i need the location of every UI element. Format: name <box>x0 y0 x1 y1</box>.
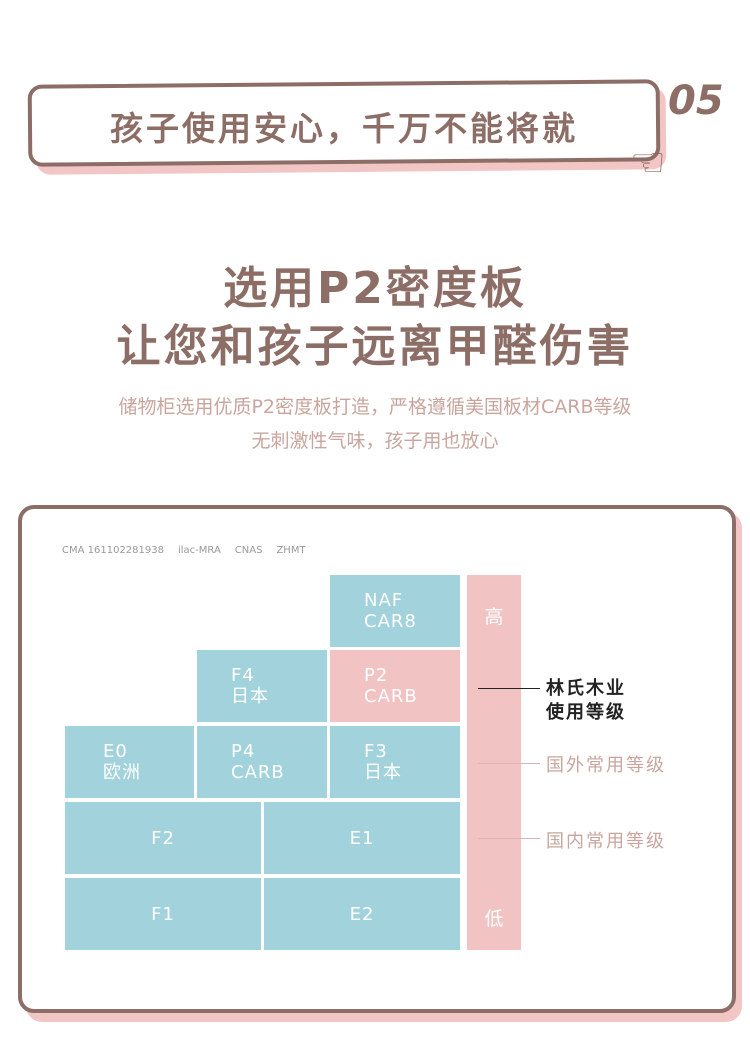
grade-e0-origin: 欧洲 <box>103 762 141 783</box>
grade-p4-code: P4 <box>231 741 256 762</box>
description-line2: 无刺激性气味，孩子用也放心 <box>251 430 499 452</box>
hand-pointing-icon: ☜ <box>630 140 666 186</box>
scale-bar <box>467 575 521 950</box>
grade-p4: P4 CARB <box>197 726 327 798</box>
domestic-pointer-line <box>478 838 540 839</box>
grade-f4: F4 日本 <box>197 650 327 722</box>
grade-p2: P2 CARB <box>330 650 460 722</box>
grade-f2: F2 <box>65 802 261 874</box>
grade-e0: E0 欧洲 <box>65 726 194 798</box>
legend-brand-line1: 林氏木业 <box>546 678 626 699</box>
grade-f4-code: F4 <box>231 665 255 686</box>
grade-e0-code: E0 <box>103 741 128 762</box>
grade-p4-origin: CARB <box>231 762 285 783</box>
legend-brand-line2: 使用等级 <box>546 702 626 723</box>
grade-naf-origin: CAR8 <box>364 611 417 632</box>
grade-f3-origin: 日本 <box>364 762 402 783</box>
ilac-logo: ilac-MRA <box>177 545 221 556</box>
section-number: 05 <box>668 78 724 124</box>
legend-domestic: 国内常用等级 <box>546 831 666 852</box>
cma-logo: CMA 161102281938 <box>62 545 164 556</box>
grade-naf-code: NAF <box>364 590 404 611</box>
cnas-logo: CNAS <box>234 545 263 556</box>
zhmt-logo: ZHMT <box>276 545 306 556</box>
grade-f3: F3 日本 <box>330 726 460 798</box>
legend-foreign: 国外常用等级 <box>546 755 666 776</box>
cert-logo-row: CMA 161102281938 ilac-MRA CNAS ZHMT <box>62 545 306 556</box>
description-line1: 储物柜选用优质P2密度板打造，严格遵循美国板材CARB等级 <box>118 396 632 418</box>
banner-title: 孩子使用安心，千万不能将就 <box>110 109 578 148</box>
grade-f1: F1 <box>65 878 261 950</box>
foreign-pointer-line <box>478 763 540 764</box>
scale-high: 高 <box>484 606 504 628</box>
grade-f3-code: F3 <box>364 741 388 762</box>
grade-p2-code: P2 <box>364 665 389 686</box>
grade-e1: E1 <box>264 802 460 874</box>
scale-low: 低 <box>484 908 504 930</box>
headline-line2: 让您和孩子远离甲醛伤害 <box>116 321 634 372</box>
grade-p2-origin: CARB <box>364 686 418 707</box>
legend-brand: 林氏木业 使用等级 <box>546 677 626 725</box>
headline-line1: 选用P2密度板 <box>223 263 527 314</box>
grade-e2: E2 <box>264 878 460 950</box>
grade-naf: NAF CAR8 <box>330 575 460 647</box>
brand-pointer-line <box>478 688 540 689</box>
grade-f4-origin: 日本 <box>231 686 269 707</box>
